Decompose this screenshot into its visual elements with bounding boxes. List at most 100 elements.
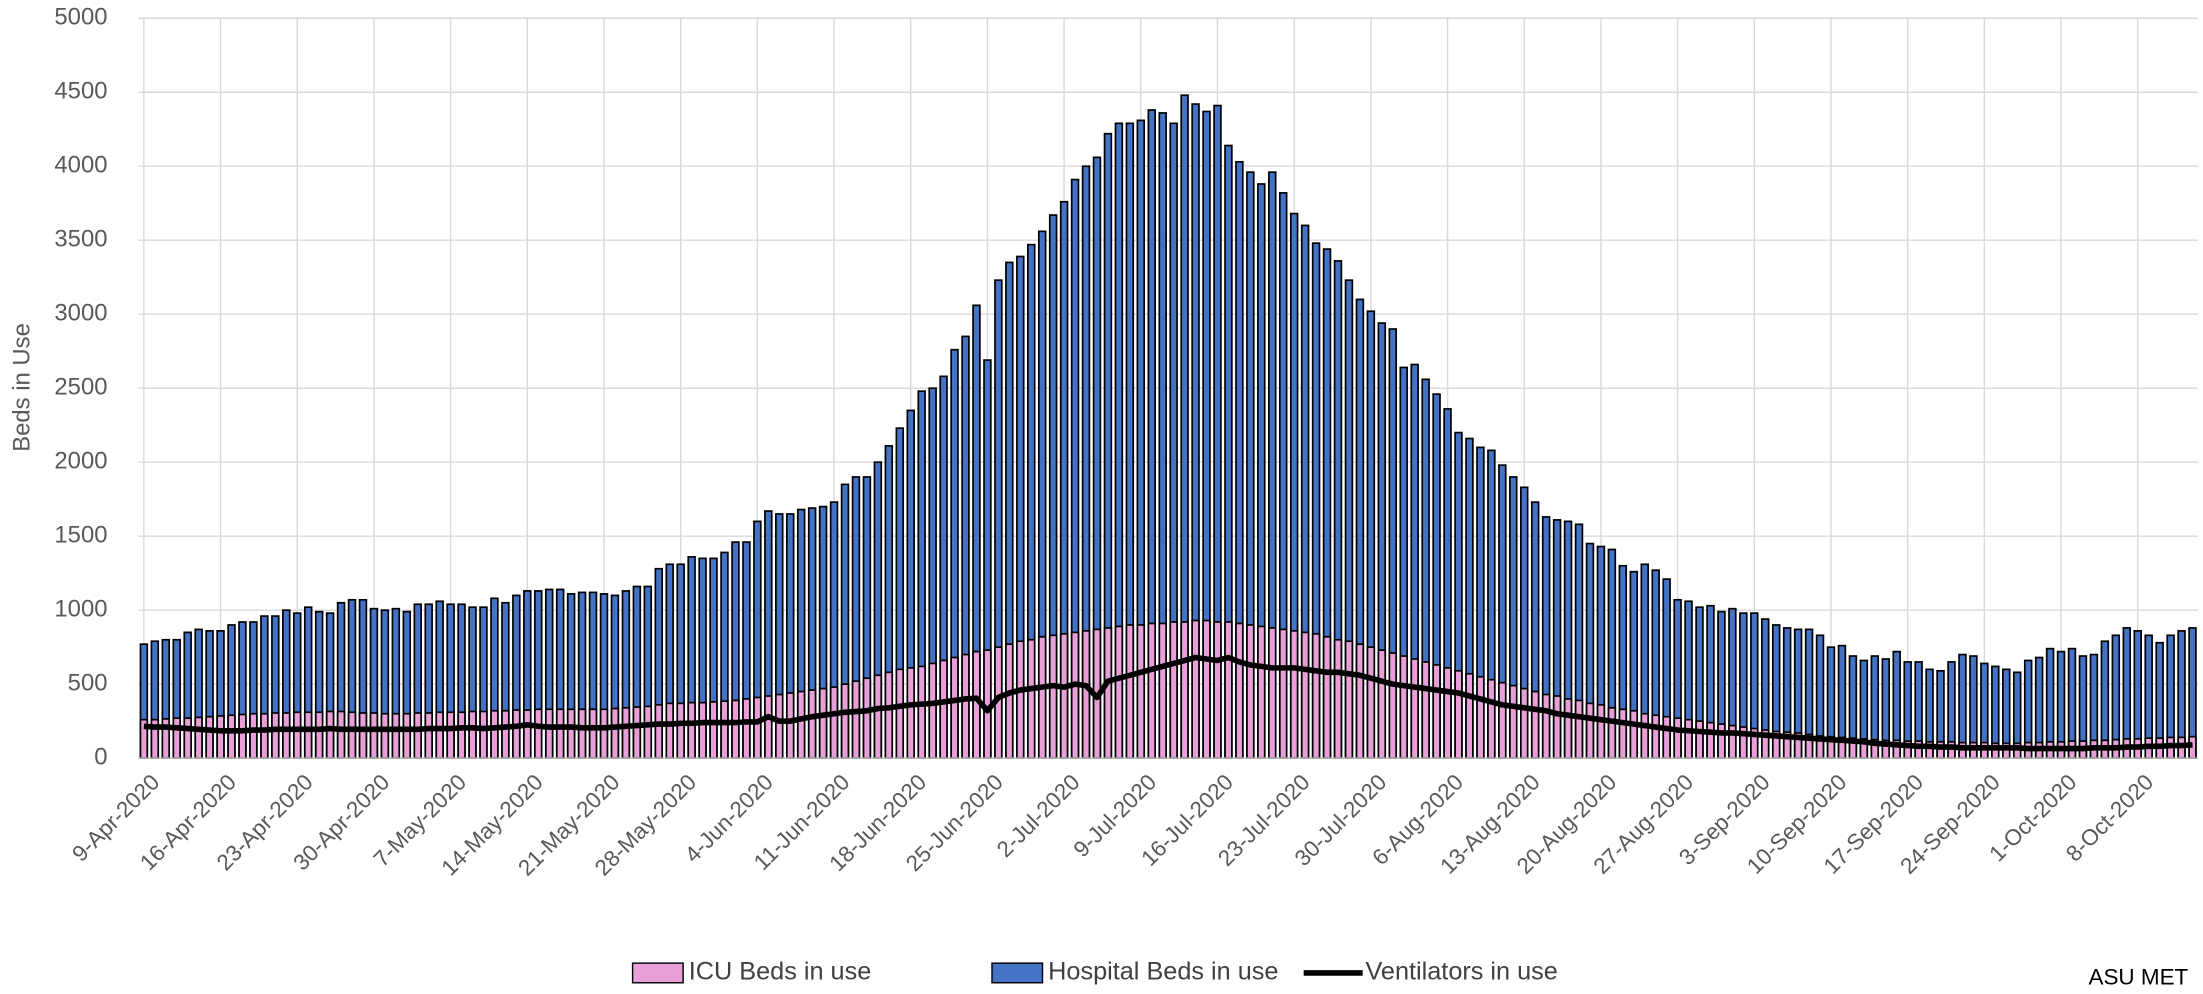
bar [1377, 649, 1387, 759]
bar [906, 667, 915, 759]
bar [1443, 667, 1452, 759]
bar [238, 713, 247, 759]
bar [1278, 628, 1288, 759]
bar [303, 711, 313, 759]
bar [1651, 714, 1660, 759]
bar [1684, 718, 1693, 759]
bar [534, 708, 543, 759]
bar [1574, 699, 1584, 759]
bar [227, 714, 236, 759]
bar [873, 674, 883, 759]
bar [490, 709, 499, 759]
bar [282, 712, 291, 759]
bar [1640, 712, 1649, 759]
bars [139, 94, 2197, 759]
bar [1355, 643, 1365, 759]
bar [183, 717, 192, 759]
bar [1596, 704, 1606, 759]
bar [1541, 693, 1551, 759]
bar [1487, 678, 1496, 759]
bar [1421, 661, 1430, 759]
bar [775, 693, 784, 759]
bar [643, 705, 653, 759]
bar [1695, 720, 1704, 759]
y-tick-label: 1500 [54, 521, 107, 548]
bar [676, 702, 685, 759]
bar [1410, 658, 1419, 759]
bar [1016, 640, 1025, 759]
bar [325, 710, 335, 759]
bar [172, 717, 181, 759]
bar [380, 712, 390, 759]
bar [446, 711, 455, 759]
bar [785, 692, 795, 759]
bar [1333, 638, 1343, 759]
bar [1224, 621, 1233, 759]
bar [840, 683, 850, 759]
bar [698, 701, 707, 759]
bar [621, 706, 631, 759]
bar [950, 656, 959, 759]
bar [544, 708, 554, 759]
bar [1344, 640, 1354, 759]
bar [1158, 622, 1167, 759]
bar [1169, 621, 1178, 759]
legend-label: Hospital Beds in use [1048, 958, 1278, 986]
bar [1519, 687, 1529, 759]
bar [829, 686, 839, 759]
bar [369, 712, 379, 759]
bar [391, 712, 401, 759]
bar [1037, 635, 1047, 759]
bar [1289, 630, 1299, 759]
y-axis-title: Beds in Use [9, 323, 36, 452]
y-tick-label: 1000 [54, 595, 107, 622]
bar [1125, 624, 1135, 759]
bar [512, 709, 521, 759]
bar [1180, 621, 1189, 759]
bar [1114, 625, 1124, 759]
bar [1070, 631, 1080, 759]
bar [1465, 672, 1474, 759]
bar [1498, 681, 1507, 759]
bar [1103, 627, 1113, 759]
bar [1388, 652, 1398, 759]
bar [1530, 690, 1540, 759]
bar [194, 716, 203, 759]
bar [928, 662, 937, 759]
y-tick-label: 3000 [54, 300, 107, 327]
bar [1432, 664, 1441, 759]
y-tick-label: 5000 [54, 4, 107, 31]
y-tick-label: 4000 [54, 152, 107, 179]
bar [884, 671, 894, 759]
bar [271, 712, 280, 759]
bar [1322, 635, 1332, 759]
bar [665, 702, 674, 759]
bar [293, 711, 302, 759]
bar [1476, 675, 1485, 759]
bar [1706, 721, 1715, 759]
bar [720, 700, 729, 759]
bar [654, 704, 664, 759]
bar [1618, 708, 1628, 759]
bar [742, 698, 751, 759]
bar [1136, 624, 1146, 759]
bar [1673, 717, 1682, 759]
bar [216, 715, 225, 759]
bar [1629, 709, 1639, 759]
y-tick-label: 2500 [54, 373, 107, 400]
bar [336, 710, 346, 759]
y-tick-label: 2000 [54, 447, 107, 474]
bar [402, 712, 412, 759]
bar [599, 708, 609, 759]
y-tick-label: 4500 [54, 78, 107, 105]
bar [917, 665, 926, 759]
bar [1005, 643, 1014, 759]
y-tick-label: 500 [68, 669, 108, 696]
bar [1202, 619, 1211, 759]
legend-swatch [631, 962, 684, 984]
bar [501, 709, 510, 759]
bar [610, 707, 620, 759]
bar [1235, 622, 1244, 759]
bar [753, 696, 762, 759]
